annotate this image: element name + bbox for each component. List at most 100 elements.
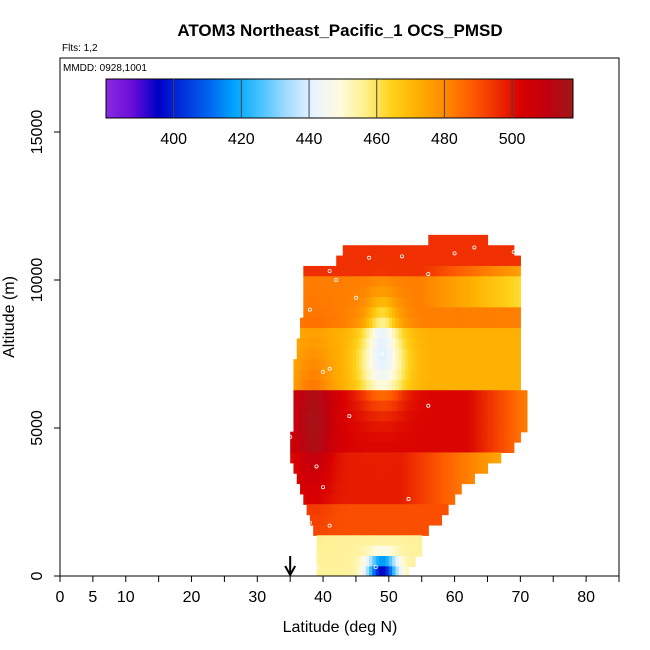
heatmap-cell bbox=[457, 410, 462, 422]
heatmap-cell bbox=[405, 566, 410, 576]
heatmap-cell bbox=[342, 514, 347, 526]
heatmap-cell bbox=[349, 504, 354, 516]
heatmap-cell bbox=[323, 452, 327, 464]
heatmap-cell bbox=[421, 348, 426, 360]
heatmap-cell bbox=[454, 234, 459, 246]
heatmap-cell bbox=[306, 442, 311, 454]
heatmap-cell bbox=[477, 442, 482, 454]
heatmap-cell bbox=[339, 504, 344, 516]
heatmap-cell bbox=[490, 431, 495, 443]
heatmap-cell bbox=[471, 234, 475, 246]
heatmap-cell bbox=[517, 328, 521, 340]
heatmap-cell bbox=[401, 348, 406, 360]
heatmap-cell bbox=[392, 524, 396, 536]
heatmap-cell bbox=[369, 442, 373, 454]
heatmap-cell bbox=[342, 556, 347, 567]
heatmap-cell bbox=[408, 504, 413, 516]
heatmap-cell bbox=[454, 410, 459, 422]
heatmap-cell bbox=[388, 514, 393, 526]
heatmap-cell bbox=[316, 348, 321, 360]
sample-point bbox=[334, 277, 339, 282]
heatmap-cell bbox=[477, 410, 482, 422]
heatmap-cell bbox=[392, 297, 396, 308]
heatmap-cell bbox=[431, 265, 436, 277]
heatmap-cell bbox=[474, 400, 479, 412]
heatmap-cell bbox=[346, 379, 350, 391]
heatmap-cell bbox=[444, 473, 449, 485]
heatmap-cell bbox=[415, 410, 420, 422]
heatmap-cell bbox=[332, 307, 337, 319]
heatmap-cell bbox=[296, 442, 301, 454]
heatmap-cell bbox=[471, 431, 475, 443]
heatmap-cell bbox=[300, 359, 304, 371]
heatmap-cell bbox=[415, 514, 420, 526]
heatmap-cell bbox=[385, 369, 390, 381]
heatmap-cell bbox=[408, 462, 413, 474]
heatmap-cell bbox=[388, 338, 393, 350]
heatmap-cell bbox=[464, 245, 469, 257]
heatmap-cell bbox=[372, 514, 377, 526]
heatmap-cell bbox=[342, 265, 347, 277]
heatmap-cell bbox=[395, 462, 400, 474]
heatmap-cell bbox=[355, 514, 360, 526]
heatmap-cell bbox=[362, 307, 367, 319]
heatmap-cell bbox=[375, 307, 380, 319]
heatmap-cell bbox=[441, 400, 446, 412]
heatmap-cell bbox=[464, 462, 469, 474]
heatmap-cell bbox=[346, 535, 350, 547]
heatmap-cell bbox=[323, 338, 327, 350]
heatmap-cell bbox=[428, 462, 433, 474]
heatmap-cell bbox=[352, 379, 357, 391]
colorbar: 400 420 440 460 480 500 bbox=[105, 78, 574, 148]
heatmap-cell bbox=[372, 369, 377, 381]
heatmap-cell bbox=[507, 317, 512, 329]
heatmap-cell bbox=[424, 286, 429, 298]
heatmap-cell bbox=[441, 442, 446, 454]
heatmap-cell bbox=[316, 556, 321, 567]
heatmap-cell bbox=[418, 297, 423, 308]
heatmap-cell bbox=[388, 410, 393, 422]
heatmap-cell bbox=[444, 245, 449, 257]
sample-point bbox=[307, 520, 312, 525]
heatmap-cell bbox=[385, 286, 390, 298]
heatmap-cell bbox=[444, 317, 449, 329]
heatmap-cell bbox=[401, 379, 406, 391]
heatmap-cell bbox=[378, 504, 383, 516]
heatmap-cell bbox=[378, 483, 383, 495]
heatmap-cell bbox=[395, 410, 400, 422]
heatmap-cell bbox=[444, 452, 449, 464]
heatmap-cell bbox=[306, 483, 311, 495]
heatmap-cell bbox=[319, 473, 324, 485]
heatmap-cell bbox=[385, 493, 390, 505]
heatmap-cell bbox=[434, 514, 439, 526]
heatmap-cell bbox=[323, 265, 327, 277]
heatmap-cell bbox=[464, 390, 469, 402]
heatmap-cell bbox=[507, 265, 512, 277]
heatmap-cell bbox=[332, 379, 337, 391]
heatmap-cell bbox=[448, 297, 452, 308]
heatmap-cell bbox=[507, 276, 512, 288]
heatmap-cell bbox=[500, 265, 505, 277]
heatmap-cell bbox=[503, 328, 508, 340]
heatmap-cell bbox=[323, 400, 327, 412]
heatmap-cell bbox=[323, 556, 327, 567]
heatmap-cell bbox=[405, 524, 410, 536]
heatmap-cell bbox=[313, 483, 318, 495]
heatmap-cell bbox=[329, 566, 334, 576]
heatmap-cell bbox=[323, 421, 327, 433]
heatmap-cell bbox=[464, 379, 469, 391]
heatmap-cell bbox=[441, 265, 446, 277]
heatmap-cell bbox=[434, 338, 439, 350]
heatmap-cell bbox=[382, 483, 387, 495]
heatmap-cell bbox=[362, 504, 367, 516]
heatmap-cell bbox=[448, 390, 452, 402]
heatmap-cell bbox=[431, 431, 436, 443]
heatmap-cell bbox=[332, 556, 337, 567]
heatmap-cell bbox=[392, 328, 396, 340]
heatmap-cell bbox=[369, 421, 373, 433]
heatmap-cell bbox=[510, 421, 515, 433]
heatmap-cell bbox=[392, 338, 396, 350]
colorbar-ticks: 400 420 440 460 480 500 bbox=[160, 79, 526, 148]
heatmap-cell bbox=[415, 442, 420, 454]
heatmap-cell bbox=[500, 255, 505, 267]
